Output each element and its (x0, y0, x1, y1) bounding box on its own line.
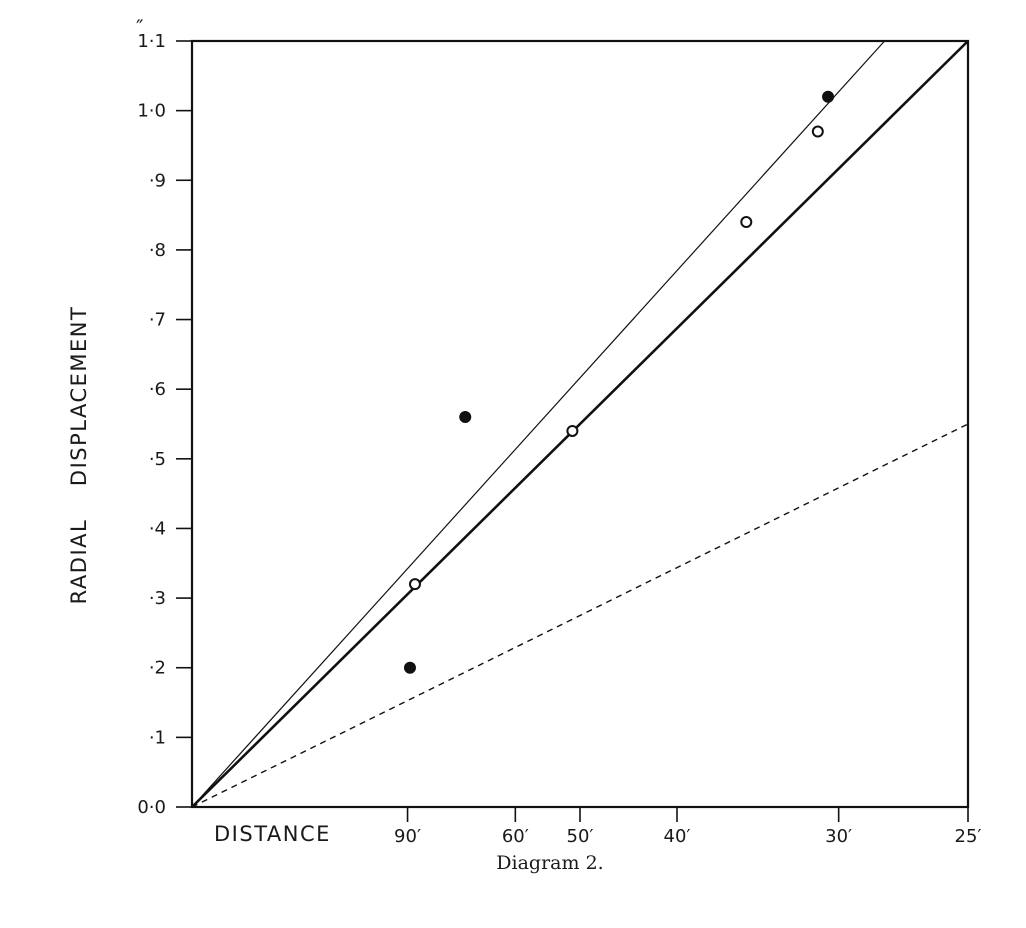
x-tick-label: 30′ (825, 826, 852, 847)
x-tick-label: 25′ (955, 826, 982, 847)
y-tick-label: ·1 (149, 727, 166, 748)
dashed-line (191, 423, 969, 808)
fit-lines (191, 40, 969, 808)
x-tick-label: 50′ (567, 826, 594, 847)
y-tick-label: 0·0 (137, 797, 166, 818)
x-tick-label: 90′ (394, 826, 421, 847)
y-tick-label: ·4 (149, 518, 166, 539)
y-tick-label: ·6 (149, 379, 166, 400)
filled-point (822, 90, 835, 103)
open-point (566, 424, 579, 437)
filled-point (403, 661, 416, 674)
open-point (811, 125, 824, 138)
y-tick-label: ·3 (149, 588, 166, 609)
thick-line (191, 40, 969, 808)
y-tick-label: ·7 (149, 310, 166, 331)
x-axis-title: DISTANCE (214, 822, 331, 846)
y-tick-label: 1·0 (137, 101, 166, 122)
y-tick-label: ·2 (149, 658, 166, 679)
y-tick-label: ·8 (149, 240, 166, 261)
x-axis: 90′ 60′ 50′ 40′ 30′ 25′ (394, 807, 982, 847)
y-axis-title: RADIAL DISPLACEMENT (67, 306, 91, 605)
y-unit-mark: ″ (136, 15, 143, 39)
y-tick-label: 1·1 (137, 31, 166, 52)
thin-line (191, 40, 886, 808)
x-tick-label: 60′ (502, 826, 529, 847)
y-axis: 0·0 ·1 ·2 ·3 ·4 ·5 ·6 ·7 ·8 ·9 1·0 1·1 (137, 31, 192, 818)
open-point (408, 578, 421, 591)
y-tick-label: ·5 (149, 449, 166, 470)
x-tick-label: 40′ (664, 826, 691, 847)
filled-point (459, 411, 472, 424)
diagram-caption: Diagram 2. (496, 852, 603, 874)
open-point (740, 216, 753, 229)
data-points (403, 90, 835, 674)
y-tick-label: ·9 (149, 170, 166, 191)
